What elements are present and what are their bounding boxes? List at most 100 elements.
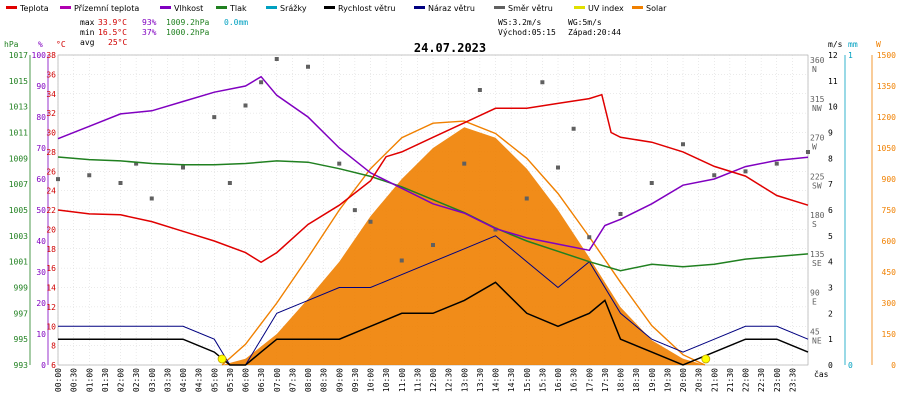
tick-dir-name: SW — [812, 181, 822, 190]
legend-label: Náraz větru — [428, 4, 475, 13]
tick-hpa: 1017 — [9, 51, 28, 60]
unit-degc: °C — [56, 40, 66, 49]
tick-hpa: 1001 — [9, 258, 28, 267]
wind-dir-point — [649, 181, 654, 185]
stat-wg: WG:5m/s — [568, 18, 602, 27]
stat-max-label: max — [80, 18, 95, 27]
wind-dir-point — [243, 103, 248, 108]
tick-time: 00:00 — [54, 368, 63, 392]
tick-time: 21:00 — [710, 368, 719, 392]
tick-dir-name: NE — [812, 336, 822, 345]
wind-dir-point — [524, 196, 529, 201]
tick-w: 450 — [882, 268, 897, 277]
tick-degc: 30 — [46, 129, 56, 138]
tick-hpa: 1009 — [9, 154, 28, 163]
tick-degc: 28 — [46, 148, 56, 157]
tick-pct: 0 — [41, 361, 46, 370]
tick-degc: 24 — [46, 187, 56, 196]
wind-dir-point — [743, 169, 748, 174]
tick-hpa: 1003 — [9, 232, 28, 241]
tick-dir-deg: 90 — [810, 289, 820, 298]
series-solar-max — [221, 120, 706, 366]
tick-hpa: 995 — [14, 335, 29, 344]
series-tlak — [57, 156, 809, 272]
tick-pct: 40 — [36, 237, 46, 246]
wind-dir-point — [118, 181, 123, 185]
tick-ms: 5 — [828, 232, 833, 241]
tick-dir-name: S — [812, 220, 817, 229]
legend-label: Směr větru — [508, 4, 553, 13]
tick-degc: 38 — [46, 51, 56, 60]
legend-label: Vlhkost — [174, 4, 203, 13]
wind-dir-point — [306, 64, 310, 69]
tick-w: 750 — [882, 206, 897, 215]
tick-w: 0 — [891, 361, 896, 370]
wind-dir-point — [493, 227, 498, 232]
wind-dir-point — [556, 165, 560, 170]
tick-pct: 70 — [36, 144, 46, 153]
unit-pct: % — [38, 40, 43, 49]
tick-degc: 36 — [46, 70, 56, 79]
tick-time: 10:00 — [367, 368, 376, 392]
tick-dir-name: N — [812, 65, 817, 74]
date-title: 24.07.2023 — [414, 41, 486, 55]
legend-swatch — [60, 6, 71, 9]
tick-hpa: 997 — [14, 309, 29, 318]
tick-dir-deg: 270 — [810, 134, 825, 143]
tick-time: 15:30 — [538, 368, 547, 392]
stat-min-hum: 37% — [142, 28, 157, 37]
tick-time: 19:00 — [648, 368, 657, 392]
legend-swatch — [494, 6, 505, 9]
tick-time: 00:30 — [70, 368, 79, 392]
tick-dir-deg: 45 — [810, 327, 820, 336]
tick-dir-deg: 135 — [810, 250, 825, 259]
tick-time: 07:00 — [273, 368, 282, 392]
tick-time: 09:30 — [351, 368, 360, 392]
tick-ms: 0 — [828, 361, 833, 370]
tick-w: 150 — [882, 330, 897, 339]
tick-ms: 1 — [828, 335, 833, 344]
tick-degc: 10 — [46, 322, 56, 331]
stat-max-hum: 93% — [142, 18, 157, 27]
wind-dir-point — [571, 126, 576, 131]
marker-sunset — [701, 354, 711, 364]
stat-avg-label: avg — [80, 38, 95, 47]
stat-min-label: min — [80, 28, 95, 37]
unit-hpa: hPa — [4, 40, 19, 49]
tick-ms: 8 — [828, 154, 833, 163]
wind-dir-point — [587, 235, 592, 240]
tick-time: 03:30 — [163, 368, 172, 392]
series-teplota — [57, 93, 809, 264]
wind-dir-point — [806, 150, 810, 154]
tick-w: 900 — [882, 175, 897, 184]
tick-degc: 26 — [46, 167, 56, 176]
tick-time: 06:30 — [257, 368, 266, 392]
tick-time: 12:30 — [445, 368, 454, 392]
stat-avg-temp: 25°C — [108, 38, 127, 47]
legend-swatch — [160, 6, 171, 9]
legend-swatch — [216, 6, 227, 9]
wind-dir-point — [477, 88, 482, 92]
tick-time: 08:00 — [304, 368, 313, 392]
tick-w: 300 — [882, 299, 897, 308]
wind-dir-point — [274, 57, 279, 61]
tick-pct: 80 — [36, 113, 46, 122]
legend-swatch — [414, 6, 425, 9]
tick-time: 10:30 — [382, 368, 391, 392]
tick-hpa: 1015 — [9, 77, 28, 86]
tick-dir-name: NW — [812, 104, 822, 113]
stat-min-press: 1000.2hPa — [166, 28, 210, 37]
wind-dir-point — [259, 80, 264, 85]
series-vlhkost — [57, 75, 809, 252]
tick-time: 16:30 — [570, 368, 579, 392]
wind-dir-point — [712, 173, 717, 178]
tick-pct: 20 — [36, 299, 46, 308]
tick-ms: 9 — [828, 129, 833, 138]
tick-pct: 30 — [36, 268, 46, 277]
tick-degc: 16 — [46, 264, 56, 273]
wind-dir-point — [462, 161, 467, 166]
tick-degc: 18 — [46, 245, 56, 254]
series-rychlost-v-tru — [58, 281, 809, 366]
tick-degc: 8 — [51, 342, 56, 351]
